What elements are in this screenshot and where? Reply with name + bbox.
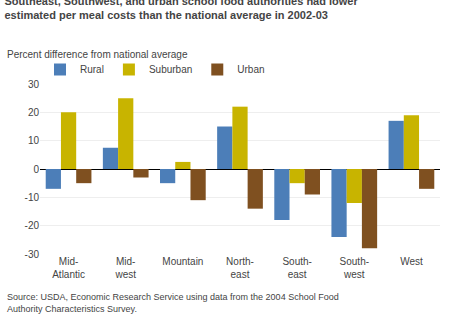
svg-text:-30: -30	[25, 249, 40, 260]
svg-text:Rural: Rural	[80, 64, 104, 75]
svg-text:Mid-west: Mid-west	[114, 256, 136, 280]
svg-text:North-east: North-east	[226, 256, 254, 280]
svg-text:Urban: Urban	[237, 64, 264, 75]
svg-text:30: 30	[28, 79, 40, 90]
svg-text:-10: -10	[25, 192, 40, 203]
svg-text:Mid-Atlantic: Mid-Atlantic	[52, 256, 85, 280]
svg-text:Southeast, Southwest, and urba: Southeast, Southwest, and urban school f…	[5, 0, 359, 21]
svg-text:20: 20	[28, 107, 40, 118]
svg-text:Source: USDA, Economic Researc: Source: USDA, Economic Research Service …	[7, 292, 339, 314]
svg-text:West: West	[400, 256, 423, 267]
svg-text:10: 10	[28, 135, 40, 146]
svg-text:Mountain: Mountain	[162, 256, 203, 267]
svg-text:South-east: South-east	[282, 256, 311, 280]
svg-text:South-west: South-west	[340, 256, 369, 280]
svg-text:0: 0	[33, 164, 39, 175]
svg-text:Percent difference from nation: Percent difference from national average	[7, 49, 188, 60]
svg-text:-20: -20	[25, 220, 40, 231]
svg-text:Suburban: Suburban	[149, 64, 192, 75]
